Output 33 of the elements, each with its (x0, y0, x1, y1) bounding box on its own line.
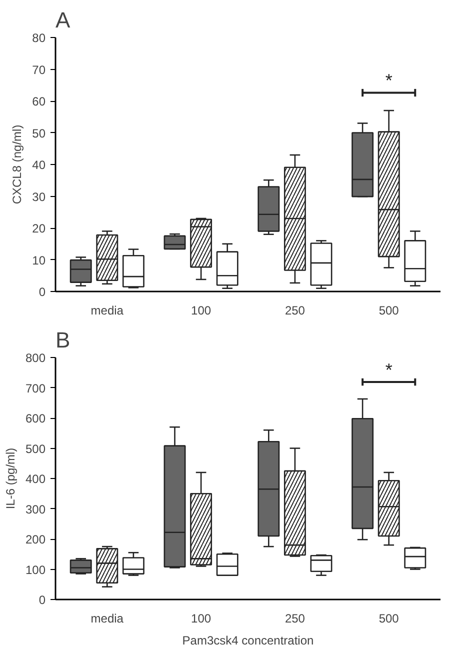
x-tick-label: 100 (191, 304, 212, 318)
y-tick-label: 60 (32, 94, 46, 108)
y-tick-label: 100 (25, 562, 46, 577)
x-tick-label: media (90, 304, 124, 318)
y-tick-label: 40 (32, 158, 46, 172)
y-tick-label: 600 (25, 412, 46, 426)
y-tick-label: 700 (25, 381, 46, 396)
chart-title: A (56, 8, 70, 32)
y-tick-label: 200 (25, 532, 46, 546)
x-tick-label: 250 (284, 612, 306, 626)
y-tick-label: 30 (32, 190, 46, 204)
y-tick-label: 500 (25, 442, 46, 456)
x-axis-title: Pam3csk4 concentration (182, 634, 314, 648)
annotation: * (385, 360, 392, 380)
y-tick-label: 50 (32, 126, 46, 140)
y-tick-label: 0 (38, 593, 46, 607)
y-tick-label: 400 (25, 472, 46, 486)
x-tick-label: 500 (378, 304, 400, 318)
x-tick-label: 100 (191, 612, 212, 626)
y-tick-label: 10 (32, 253, 46, 268)
annotation: * (385, 70, 392, 91)
y-tick-label: 80 (32, 31, 46, 45)
y-tick-label: 0 (38, 285, 46, 299)
y-axis-title: CXCL8 (ng/ml) (10, 124, 24, 204)
y-tick-label: 800 (25, 351, 46, 365)
chart-title: B (56, 328, 70, 352)
x-tick-label: media (90, 612, 124, 626)
y-tick-label: 300 (25, 502, 46, 516)
y-tick-label: 70 (32, 62, 46, 77)
y-tick-label: 20 (32, 222, 46, 236)
x-tick-label: 250 (284, 304, 306, 318)
y-axis-title: IL-6 (pg/ml) (3, 448, 18, 510)
x-tick-label: 500 (378, 612, 400, 626)
